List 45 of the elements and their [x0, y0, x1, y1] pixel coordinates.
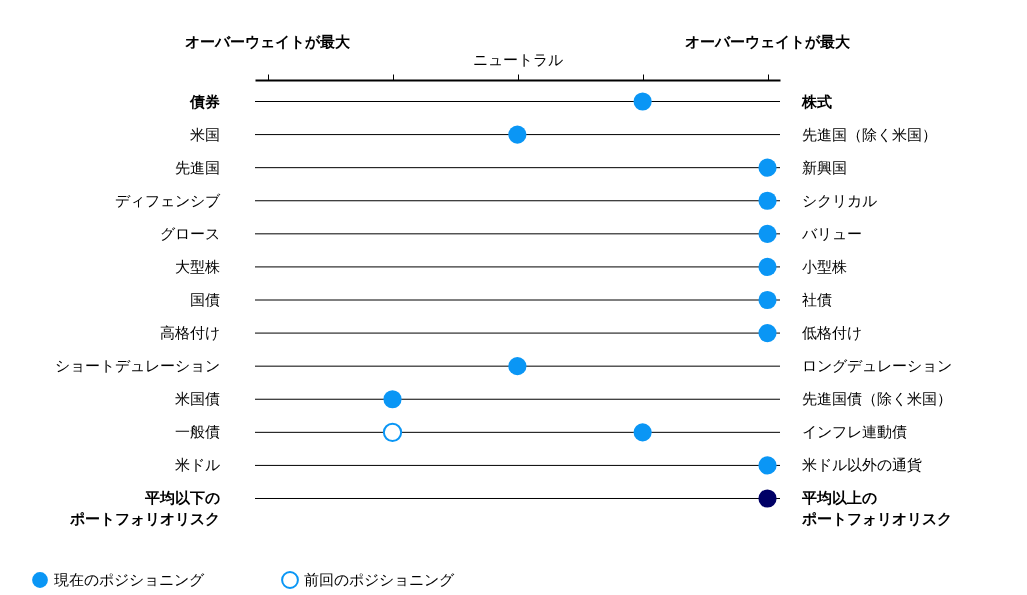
y-tick-label: ショートデュレーション [55, 357, 220, 376]
y2-tick-label: 先進国（除く米国） [802, 125, 937, 144]
point [758, 257, 777, 276]
point [758, 191, 777, 210]
y2-tick-label: 先進国債（除く米国） [802, 390, 952, 409]
legend-label: 前回のポジショニング [304, 571, 455, 589]
y-tick-label: 平均以下のポートフォリオリスク [69, 489, 220, 529]
text: オーバーウェイトが最大 [185, 33, 352, 51]
y2-tick-label: 株式 [801, 92, 832, 111]
point [508, 125, 527, 144]
point [383, 390, 402, 409]
y-tick-label: 米国債 [175, 390, 220, 409]
y-tick-label: 米ドル [175, 456, 220, 475]
y-tick-label: 一般債 [175, 423, 220, 442]
y-tick-label: 米国 [190, 125, 220, 144]
y2-tick-label: 平均以上のポートフォリオリスク [801, 489, 952, 529]
y2-tick-label: ロングデュレーション [802, 357, 952, 376]
y-tick-label: 高格付け [160, 324, 220, 343]
y-tick-label: 債券 [189, 92, 220, 111]
y2-tick-label: 新興国 [802, 158, 847, 177]
y-tick-label: 先進国 [175, 158, 220, 177]
point [758, 324, 777, 343]
y-tick-label: グロース [160, 224, 220, 243]
point [758, 158, 777, 177]
y2-tick-label: 米ドル以外の通貨 [802, 456, 922, 475]
point [633, 423, 652, 442]
y-tick-label: ディフェンシブ [115, 191, 221, 210]
y2-tick-label: 低格付け [802, 324, 862, 343]
y-tick-label: 国債 [190, 291, 220, 309]
y2-tick-label: 社債 [802, 291, 832, 309]
point [758, 224, 777, 243]
point [758, 489, 777, 508]
point [508, 357, 527, 376]
y2-tick-label: インフレ連動債 [802, 423, 907, 442]
y2-tick-label: シクリカル [802, 191, 877, 210]
point [382, 422, 403, 442]
legend-label: 現在のポジショニング [54, 571, 205, 589]
text: ニュートラル [472, 51, 563, 69]
y2-tick-label: 小型株 [802, 257, 847, 276]
point [758, 290, 777, 310]
y-tick-label: 大型株 [175, 257, 220, 276]
text: オーバーウェイトが最大 [685, 33, 852, 51]
y2-tick-label: バリュー [801, 224, 862, 243]
point [633, 92, 652, 111]
point [758, 456, 777, 475]
